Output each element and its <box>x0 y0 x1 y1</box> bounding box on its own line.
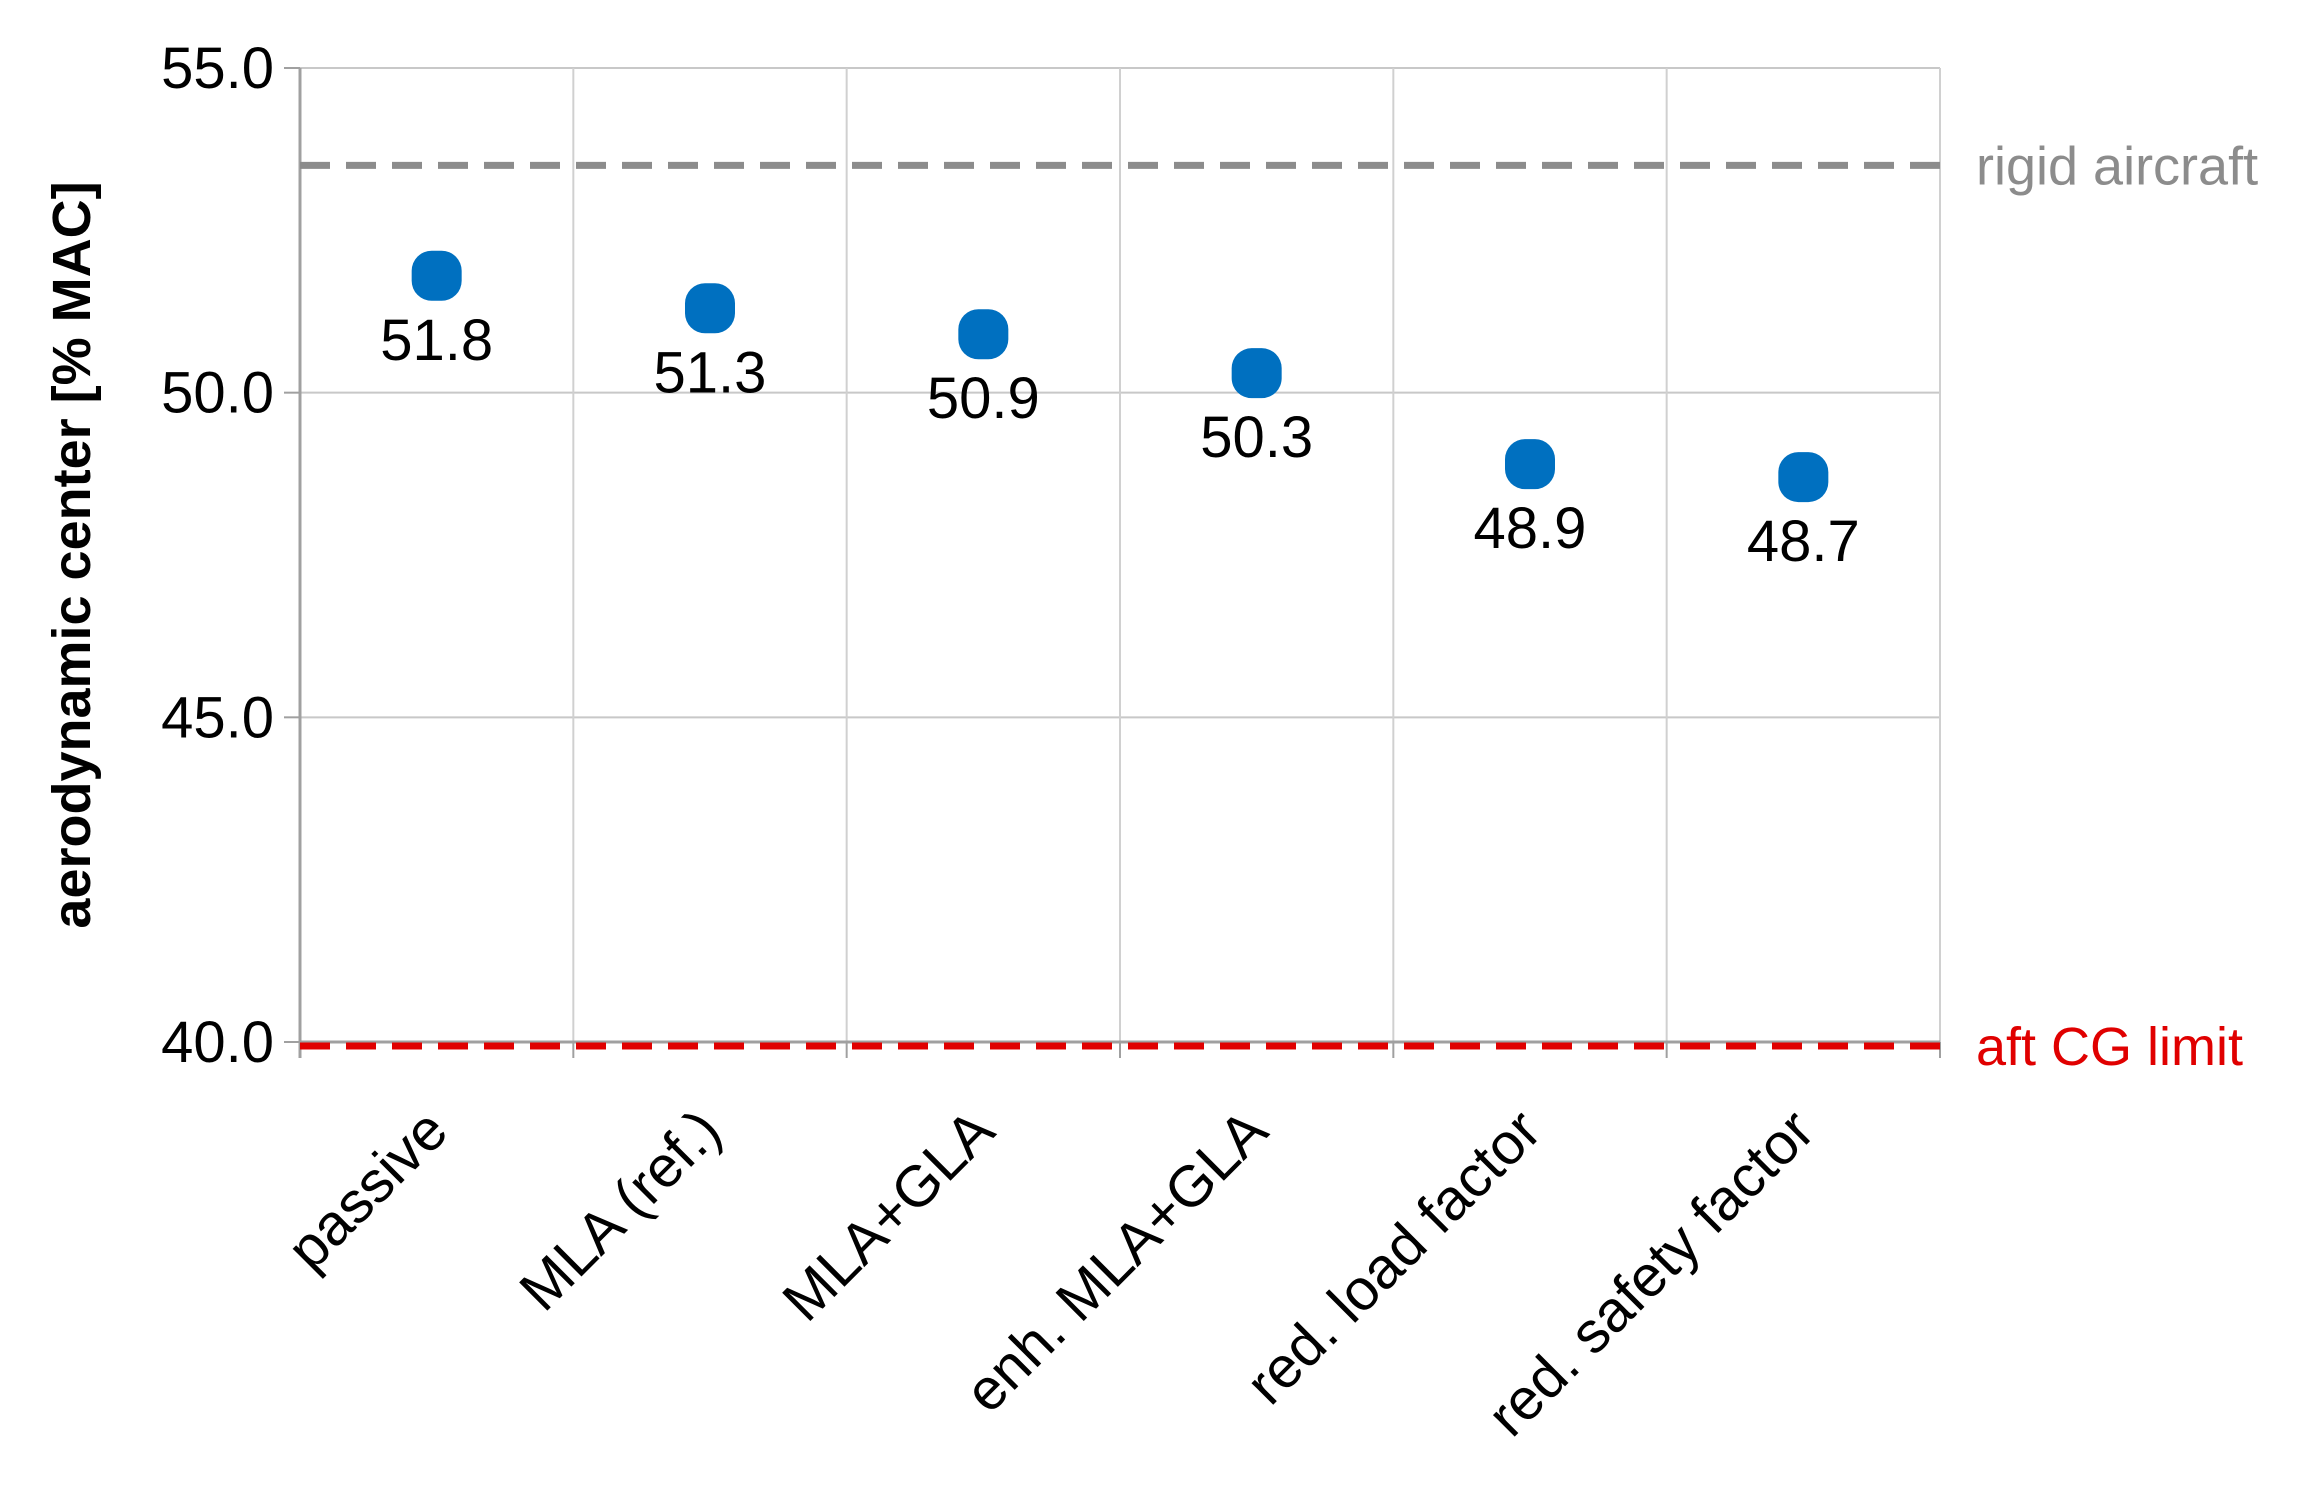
data-point <box>958 309 1009 360</box>
data-point <box>1778 452 1829 503</box>
reference-lines: rigid aircraft aft CG limit <box>300 136 2258 1077</box>
data-label: 50.9 <box>927 366 1040 431</box>
data-point <box>411 250 462 301</box>
y-tick-label: 45.0 <box>161 685 274 750</box>
data-label: 50.3 <box>1200 405 1313 470</box>
y-tick-label: 40.0 <box>161 1010 274 1075</box>
data-label: 48.7 <box>1747 509 1860 574</box>
data-labels: 51.8 51.3 50.9 50.3 48.9 48.7 <box>380 308 1860 574</box>
gridlines <box>300 67 1941 1043</box>
axes <box>284 67 1941 1058</box>
data-point <box>685 283 735 334</box>
category-label: red. load factor <box>1234 1097 1554 1417</box>
data-point <box>1231 348 1282 399</box>
reference-line-label: rigid aircraft <box>1976 136 2258 196</box>
reference-line-label: aft CG limit <box>1976 1017 2243 1077</box>
y-axis-title: aerodynamic center [% MAC] <box>42 181 102 928</box>
category-label: MLA+GLA <box>770 1097 1007 1334</box>
data-label: 51.3 <box>654 340 767 405</box>
y-tick-label: 55.0 <box>161 36 274 101</box>
y-tick-label: 50.0 <box>161 361 274 426</box>
category-label: passive <box>275 1097 460 1282</box>
data-points <box>411 250 1829 503</box>
data-label: 51.8 <box>380 308 493 373</box>
category-label: MLA (ref.) <box>507 1097 733 1323</box>
data-point <box>1505 439 1555 490</box>
data-label: 48.9 <box>1474 496 1587 561</box>
y-tick-labels: 40.0 45.0 50.0 55.0 <box>161 36 274 1075</box>
